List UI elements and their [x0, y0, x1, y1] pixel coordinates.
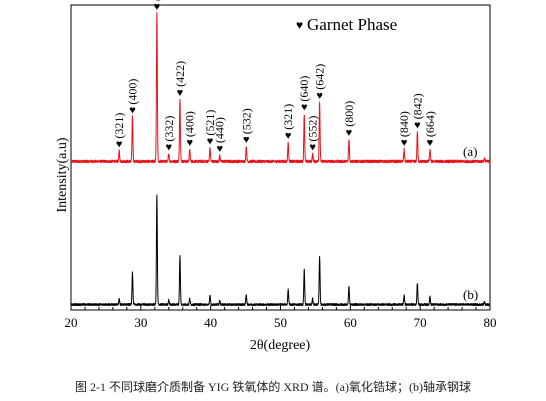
peak-marker: ♥	[427, 137, 434, 149]
series-labels: (a) (b)	[463, 144, 478, 302]
x-tick-label: 20	[65, 315, 78, 330]
series-label: (b)	[463, 287, 478, 302]
x-tick-label: 30	[134, 315, 147, 330]
peak-marker: ♥	[129, 105, 136, 117]
hkl-label: (840)	[397, 111, 411, 137]
hkl-label: (400)	[183, 111, 197, 137]
peak-marker: ♥	[116, 139, 123, 151]
hkl-label: (532)	[239, 108, 253, 134]
x-ticks	[70, 305, 491, 310]
hkl-label: (400)	[125, 79, 139, 105]
x-tick-label: 40	[204, 315, 217, 330]
hkl-label: (664)	[423, 111, 437, 137]
hkl-label: (321)	[112, 113, 126, 139]
peak-markers: ♥♥♥♥♥♥ ♥♥♥ ♥♥♥♥♥♥♥♥	[116, 1, 433, 155]
peak-marker: ♥	[216, 143, 223, 155]
peak-marker: ♥	[414, 119, 421, 131]
legend-marker: ♥	[296, 18, 303, 32]
peak-marker: ♥	[154, 1, 161, 13]
hkl-label: (420)	[150, 0, 164, 1]
legend-label: Garnet Phase	[307, 15, 397, 34]
y-axis-label: Intensity(a.u)	[55, 137, 70, 212]
xrd-chart: 20 30 40 50 60 70 80 ♥♥♥♥♥♥ ♥♥♥ ♥♥♥♥♥♥♥♥ (321)(4…	[55, 0, 497, 353]
hkl-label: (842)	[410, 93, 424, 119]
hkl-label: (321)	[281, 104, 295, 130]
series-label: (a)	[463, 144, 477, 159]
x-tick-label: 80	[484, 315, 497, 330]
series-layer	[70, 11, 491, 307]
peak-marker: ♥	[309, 142, 316, 154]
x-tick-labels: 20 30 40 50 60 70 80	[65, 315, 497, 330]
x-tick-label: 50	[274, 315, 287, 330]
figure-caption: 图 2-1 不同球磨介质制备 YIG 铁氧体的 XRD 谱。(a)氧化锆球；(b…	[75, 380, 471, 394]
peak-marker: ♥	[285, 130, 292, 142]
peak-marker: ♥	[401, 137, 408, 149]
peak-marker: ♥	[166, 142, 173, 154]
hkl-label: (422)	[173, 61, 187, 87]
hkl-label: (642)	[313, 64, 327, 90]
x-tick-label: 60	[344, 315, 357, 330]
hkl-labels: (321) (400) (420) (332) (422) (400) (521)(440)…	[112, 0, 437, 143]
peak-marker: ♥	[207, 136, 214, 148]
series-trace	[70, 194, 491, 307]
hkl-label: (332)	[162, 116, 176, 142]
peak-marker: ♥	[301, 102, 308, 114]
peak-marker: ♥	[316, 90, 323, 102]
hkl-label: (640)	[297, 76, 311, 102]
hkl-label: (521)	[203, 110, 217, 136]
peak-marker: ♥	[243, 134, 250, 146]
hkl-label: (800)	[342, 101, 356, 127]
peak-marker: ♥	[186, 137, 193, 149]
hkl-label: (552)	[306, 116, 320, 142]
peak-marker: ♥	[177, 87, 184, 99]
x-axis-label: 2θ(degree)	[250, 338, 311, 353]
series-trace	[70, 11, 491, 164]
hkl-label: (440)	[213, 117, 227, 143]
peak-marker: ♥	[346, 127, 353, 139]
x-tick-label: 70	[414, 315, 427, 330]
